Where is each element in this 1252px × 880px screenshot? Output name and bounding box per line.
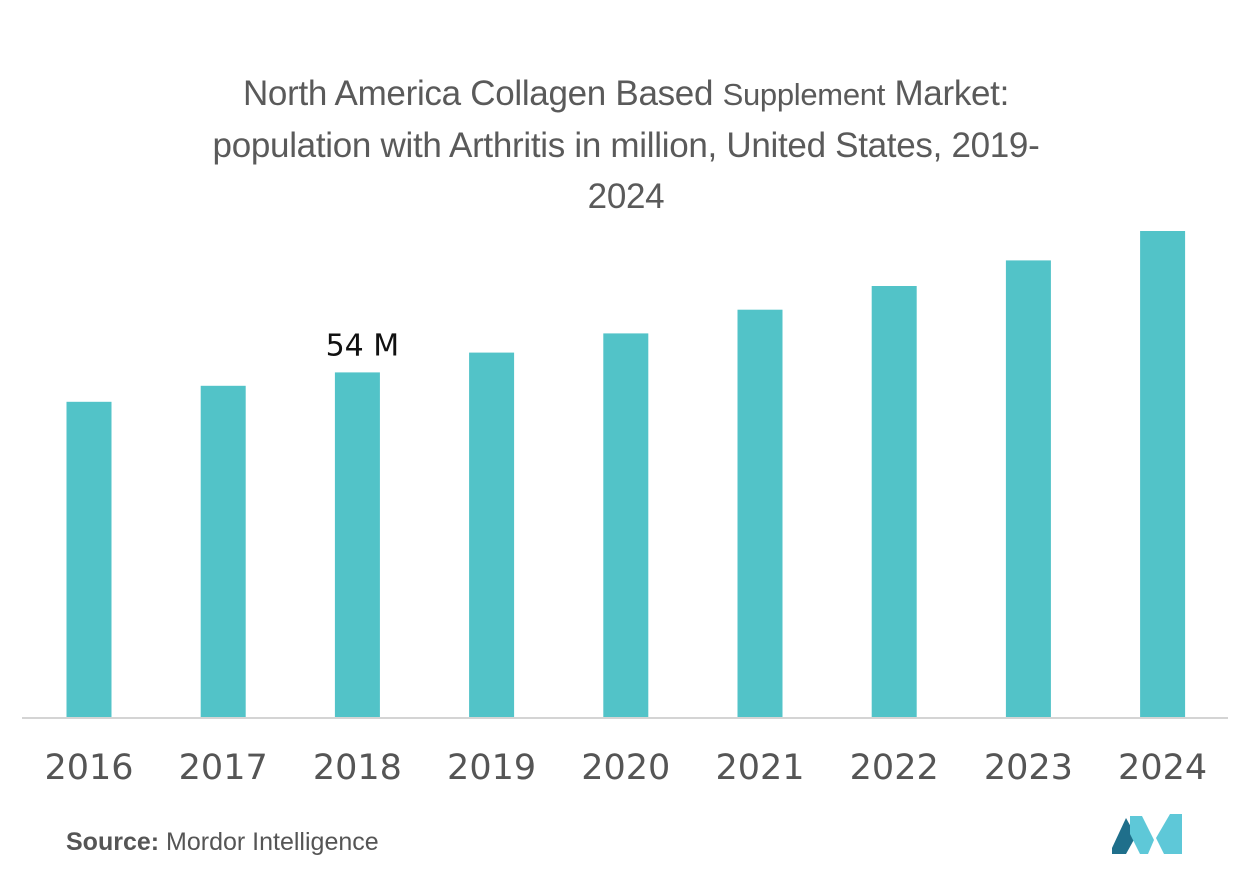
x-tick-label-2022: 2022 (850, 748, 939, 788)
source-label: Source: (66, 828, 160, 856)
data-label-2018: 54 M (326, 328, 400, 363)
chart-title-line-1: North America Collagen Based Supplement … (242, 74, 1010, 113)
source-value: Mordor Intelligence (159, 828, 379, 856)
bar-2016 (66, 401, 112, 718)
bar-2020 (603, 333, 649, 718)
bar-2021 (737, 309, 783, 718)
x-tick-label-2017: 2017 (179, 748, 268, 788)
chart-title: North America Collagen Based Supplement … (126, 68, 1126, 222)
chart-title-line-3: 2024 (587, 177, 665, 216)
data-labels: 54 M (326, 328, 400, 363)
bar-2018 (334, 372, 380, 718)
chart-title-line-2: population with Arthritis in million, Un… (212, 126, 1040, 165)
source-note: Source: Mordor Intelligence (66, 828, 379, 857)
bar-2023 (1005, 260, 1051, 718)
x-axis-tick-labels: 2016 2017 2018 2019 2020 2021 2022 2023 2024 (44, 748, 1207, 788)
bar-2024 (1140, 231, 1186, 718)
bar-2017 (200, 385, 246, 718)
x-tick-label-2016: 2016 (44, 748, 133, 788)
mordor-intelligence-logo-icon (1112, 814, 1182, 854)
x-tick-label-2018: 2018 (313, 748, 402, 788)
x-tick-label-2023: 2023 (984, 748, 1073, 788)
x-tick-label-2021: 2021 (715, 748, 804, 788)
bar-2019 (469, 352, 515, 718)
bar-2022 (871, 286, 917, 718)
x-tick-label-2019: 2019 (447, 748, 536, 788)
x-tick-label-2024: 2024 (1118, 748, 1207, 788)
bar-series (66, 231, 1186, 718)
x-tick-label-2020: 2020 (581, 748, 670, 788)
